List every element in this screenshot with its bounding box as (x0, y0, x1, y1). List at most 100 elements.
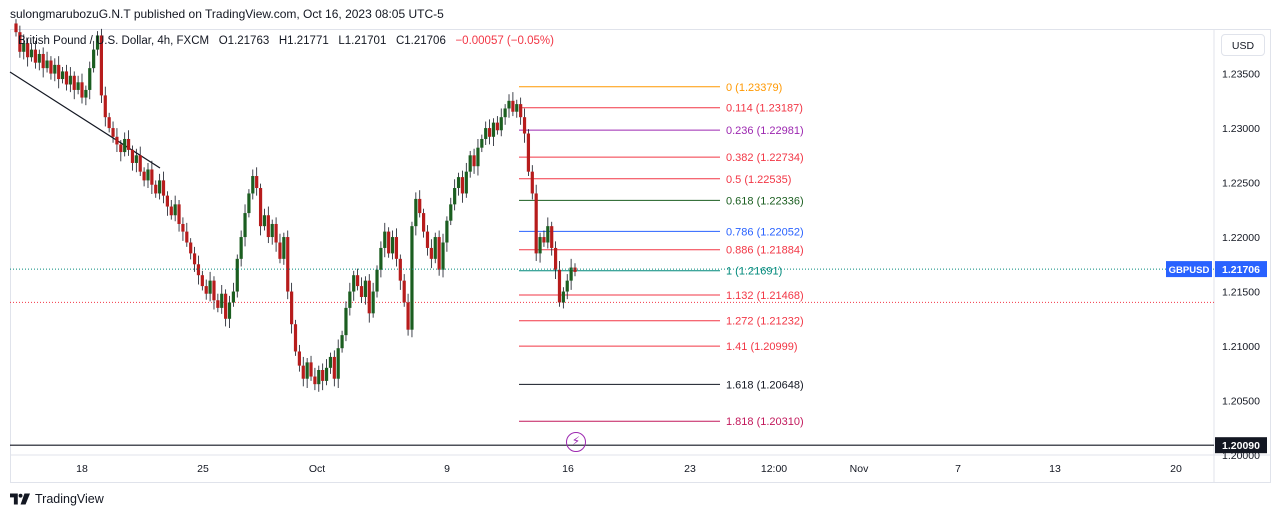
candle-body (103, 95, 107, 118)
candle-body (258, 188, 263, 227)
legend-change: −0.00057 (−0.05%) (455, 35, 554, 47)
candle-body (60, 71, 65, 80)
candle-body (134, 155, 138, 163)
candle-body (181, 223, 185, 232)
candle-body (573, 267, 577, 272)
candle-body (561, 291, 565, 303)
candle-body (161, 180, 166, 196)
y-tick-label: 1.22000 (1222, 232, 1260, 244)
candle-body (499, 117, 503, 131)
x-tick-label: 12:00 (761, 463, 787, 475)
candle-body (278, 242, 282, 259)
candle-body (255, 176, 259, 189)
legend-open-label: O (218, 35, 228, 47)
support-price-tag (1215, 437, 1267, 454)
candle-body (282, 237, 286, 259)
candle-body (64, 71, 69, 85)
candle-body (165, 195, 169, 207)
ohlc-legend: British Pound / U.S. Dollar, 4h, FXCM O1… (18, 35, 554, 47)
candle-body (472, 155, 476, 167)
candle-body (177, 204, 181, 224)
candle-body (123, 138, 127, 153)
x-tick-label: 13 (1049, 463, 1061, 475)
candle-body (546, 226, 550, 243)
candle-body (534, 193, 538, 254)
candle-body (231, 291, 235, 303)
fib-level-label: 0.5 (1.22535) (726, 174, 791, 186)
candle-body (243, 213, 247, 238)
candle-body (95, 35, 100, 50)
x-tick-label: Oct (309, 463, 325, 475)
y-tick-label: 1.23500 (1222, 69, 1260, 81)
candle-body (321, 370, 325, 381)
candle-body (553, 247, 558, 270)
legend-low-label: L (338, 35, 345, 47)
candle-body (328, 356, 333, 368)
candle-body (88, 68, 92, 90)
candle-body (359, 286, 364, 297)
tradingview-logo-icon (10, 493, 30, 505)
candle-body (305, 362, 309, 379)
candle-body (476, 147, 480, 167)
candle-body (522, 117, 527, 134)
candle-body (519, 104, 523, 118)
candle-body (515, 104, 519, 112)
candle-body (507, 100, 511, 109)
fib-level-label: 0.618 (1.22336) (726, 195, 804, 207)
y-tick-label: 1.21000 (1222, 341, 1260, 353)
candle-body (130, 149, 135, 163)
candle-body (270, 223, 274, 238)
candle-body (45, 60, 49, 69)
candle-body (336, 348, 340, 379)
y-tick-label: 1.21500 (1222, 287, 1260, 299)
symbol-tag-bg (1166, 261, 1212, 278)
candle-body (569, 267, 573, 281)
candle-body (196, 264, 201, 276)
publisher-line: sulongmarubozuG.N.T published on Trading… (10, 7, 444, 21)
candle-body (491, 122, 496, 137)
candle-body (119, 144, 123, 153)
candle-body (332, 356, 336, 379)
y-tick-label: 1.22500 (1222, 178, 1260, 190)
candle-body (297, 351, 301, 366)
candle-body (189, 242, 193, 254)
candle-body (340, 335, 344, 349)
candle-body (286, 237, 290, 292)
candle-body (367, 280, 371, 314)
candle-body (390, 237, 395, 254)
candle-body (503, 108, 507, 118)
candle-body (526, 133, 531, 172)
candle-body (550, 226, 554, 248)
candle-body (115, 136, 119, 145)
candle-body (398, 258, 402, 281)
footer-brand-label: TradingView (35, 492, 104, 506)
candle-body (262, 215, 267, 227)
candle-body (14, 23, 18, 33)
x-tick-label: 16 (562, 463, 574, 475)
footer-brand[interactable]: TradingView (10, 492, 104, 506)
candle-body (313, 376, 317, 385)
candle-body (235, 258, 239, 292)
candle-body (394, 237, 399, 259)
candle-body (371, 291, 375, 314)
lightning-icon[interactable]: ⚡ (566, 432, 586, 452)
x-tick-label: 23 (684, 463, 696, 475)
candle-body (348, 291, 352, 308)
candle-body (41, 53, 45, 69)
candle-body (72, 75, 76, 90)
candle-body (530, 171, 534, 194)
currency-button[interactable]: USD (1221, 34, 1265, 56)
x-tick-label: Nov (850, 463, 869, 475)
candle-body (37, 53, 41, 63)
candle-body (363, 280, 367, 297)
candle-body (224, 293, 228, 319)
candle-body (18, 32, 22, 52)
candle-body (453, 188, 457, 205)
candle-body (251, 176, 255, 194)
legend-high-label: H (278, 35, 288, 47)
candle-body (142, 171, 146, 181)
candle-body (480, 138, 484, 148)
candle-body (309, 362, 313, 377)
candle-body (418, 198, 422, 214)
